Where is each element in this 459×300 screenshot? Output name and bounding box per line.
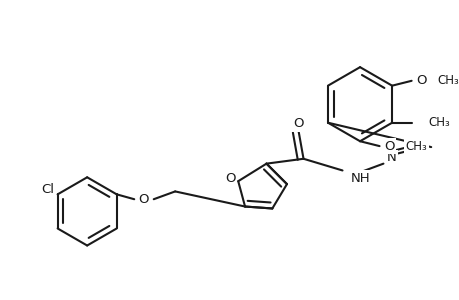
- Text: O: O: [139, 193, 149, 206]
- Text: CH₃: CH₃: [405, 140, 426, 153]
- Text: O: O: [415, 74, 425, 87]
- Text: Cl: Cl: [41, 183, 54, 196]
- Text: CH₃: CH₃: [437, 74, 459, 87]
- Text: CH₃: CH₃: [427, 116, 449, 129]
- Text: N: N: [386, 151, 395, 164]
- Text: O: O: [225, 172, 235, 185]
- Text: O: O: [293, 117, 303, 130]
- Text: NH: NH: [350, 172, 369, 185]
- Text: O: O: [383, 140, 394, 153]
